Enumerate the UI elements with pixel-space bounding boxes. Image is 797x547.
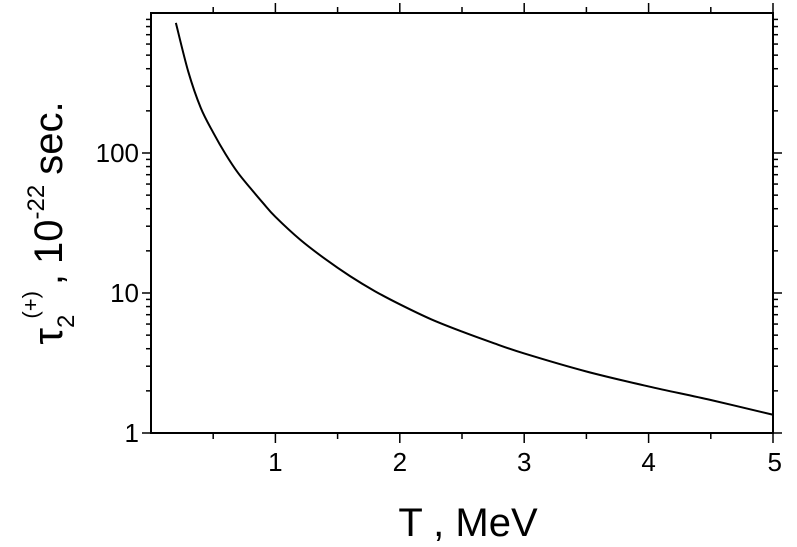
series-line bbox=[174, 22, 774, 416]
x-axis-ticks: 1 2 3 4 5 bbox=[212, 3, 782, 477]
y-tick-label: 100 bbox=[96, 138, 139, 168]
series-layer bbox=[174, 22, 774, 416]
y-tick-label: 10 bbox=[110, 278, 139, 308]
x-tick-label: 3 bbox=[517, 447, 531, 477]
y-axis-title-unit-exponent: -22 bbox=[23, 185, 50, 220]
y-axis-title-unit-suffix: sec. bbox=[27, 101, 71, 174]
y-axis-title: τ2 (+), 10-22 sec. bbox=[18, 101, 80, 344]
y-axis-ticks: 1 10 100 bbox=[96, 18, 782, 448]
y-axis-title-unit-base: 10 bbox=[27, 219, 71, 264]
y-axis-title-subscript: 2 bbox=[53, 315, 80, 328]
y-tick-label: 1 bbox=[125, 418, 139, 448]
y-axis-title-separator: , bbox=[27, 274, 71, 285]
x-tick-label: 1 bbox=[268, 447, 282, 477]
x-axis-title: T , MeV bbox=[398, 501, 538, 545]
x-tick-label: 5 bbox=[768, 447, 782, 477]
svg-text:τ2(+),10-22sec.: τ2 (+), 10-22 sec. bbox=[18, 101, 80, 344]
y-axis-title-symbol: τ bbox=[24, 328, 71, 345]
x-tick-label: 4 bbox=[641, 447, 655, 477]
plot-frame bbox=[150, 12, 774, 434]
x-tick-label: 2 bbox=[393, 447, 407, 477]
y-axis-title-superscript: (+) bbox=[18, 291, 43, 319]
